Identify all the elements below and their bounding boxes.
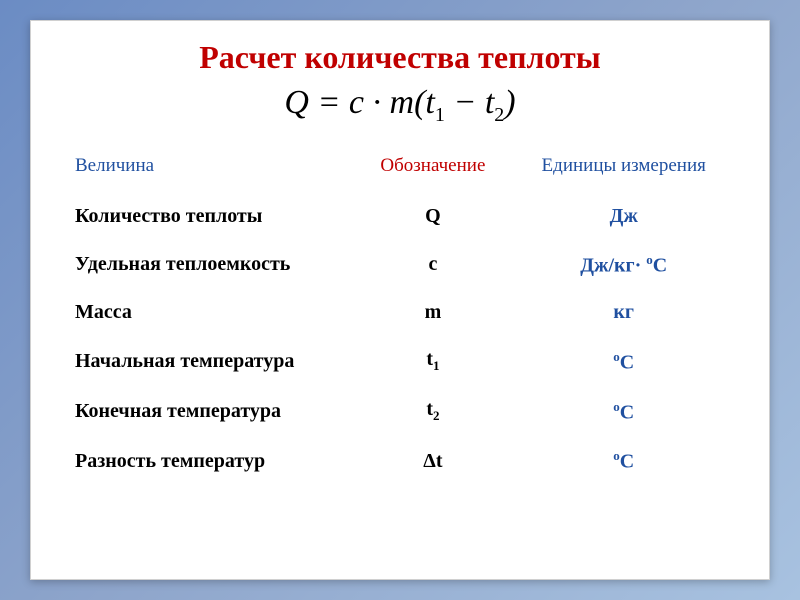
cell-quantity: Разность температур [71,436,347,486]
cell-quantity: Конечная температура [71,386,347,436]
unit-superscript: о [613,448,620,463]
formula-minus: − [445,84,485,121]
quantities-table: Величина Обозначение Единицы измерения К… [71,147,729,486]
cell-symbol: m [347,289,518,336]
cell-quantity: Удельная теплоемкость [71,240,347,290]
cell-quantity: Начальная температура [71,336,347,386]
cell-unit: кг [518,289,729,336]
formula-sub1: 1 [435,104,445,126]
formula-close: ) [504,84,515,121]
cell-unit: Дж/кг· оС [518,240,729,290]
cell-symbol: Q [347,193,518,240]
formula-t2: t [485,84,494,121]
table-row: Количество теплотыQДж [71,193,729,240]
cell-symbol: t1 [347,336,518,386]
formula-sub2: 2 [494,104,504,126]
symbol-subscript: 1 [433,358,440,373]
header-symbol: Обозначение [347,147,518,193]
table-row: Конечная температураt2оС [71,386,729,436]
table-row: Массаmкг [71,289,729,336]
formula-m: m [390,84,415,121]
cell-unit: оС [518,336,729,386]
cell-unit: оС [518,386,729,436]
cell-symbol: c [347,240,518,290]
formula-eq: = [309,84,349,121]
formula-open: ( [414,84,425,121]
table-row: Удельная теплоемкостьcДж/кг· оС [71,240,729,290]
table-row: Разность температурΔtоС [71,436,729,486]
slide-card: Расчет количества теплоты Q = c · m(t1 −… [30,20,770,580]
cell-quantity: Масса [71,289,347,336]
slide-title: Расчет количества теплоты [71,39,729,76]
header-quantity: Величина [71,147,347,193]
formula-c: c [349,84,364,121]
formula-dot: · [364,84,390,121]
formula-Q: Q [284,84,309,121]
cell-quantity: Количество теплоты [71,193,347,240]
table-header-row: Величина Обозначение Единицы измерения [71,147,729,193]
formula: Q = c · m(t1 − t2) [71,84,729,127]
unit-superscript: о [613,349,620,364]
header-unit: Единицы измерения [518,147,729,193]
cell-symbol: t2 [347,386,518,436]
formula-t1: t [425,84,434,121]
unit-superscript: о [613,399,620,414]
cell-unit: оС [518,436,729,486]
cell-unit: Дж [518,193,729,240]
unit-superscript: о [646,252,653,267]
symbol-subscript: 2 [433,408,440,423]
table-row: Начальная температураt1оС [71,336,729,386]
cell-symbol: Δt [347,436,518,486]
